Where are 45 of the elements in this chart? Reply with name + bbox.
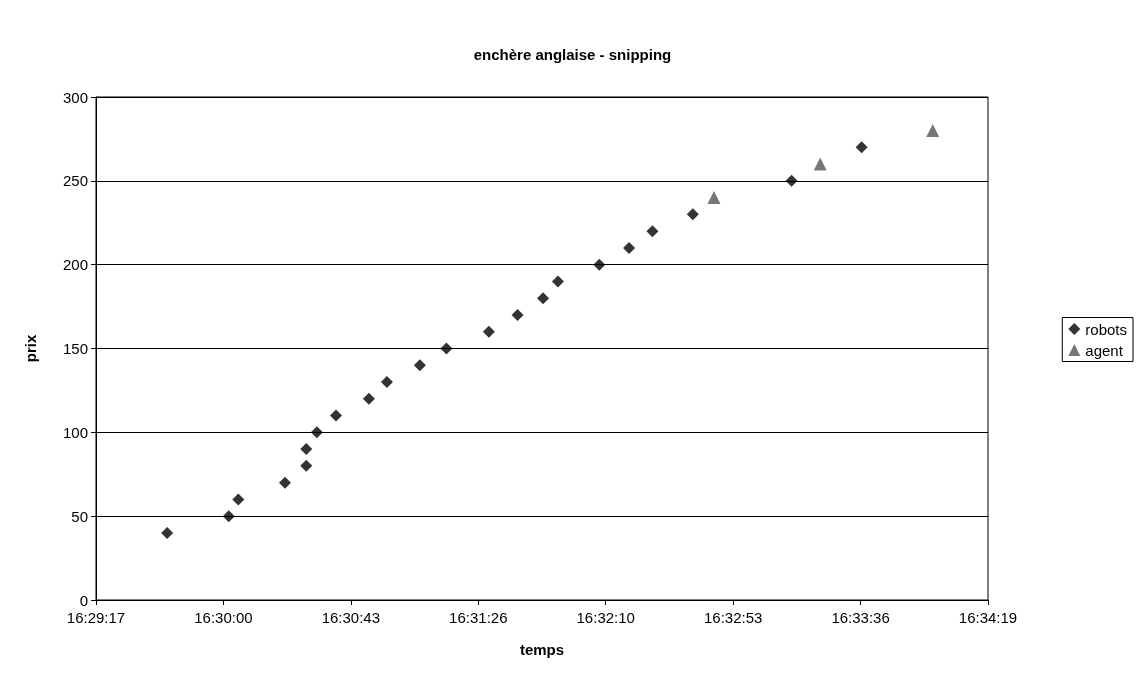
point bbox=[440, 342, 453, 355]
x-tick-label: 16:29:17 bbox=[66, 609, 126, 626]
point bbox=[537, 292, 550, 305]
point bbox=[623, 241, 636, 254]
y-tick-label: 250 bbox=[62, 172, 88, 190]
x-axis-title: temps bbox=[519, 641, 565, 658]
y-tick-label: 0 bbox=[79, 591, 88, 609]
point bbox=[310, 426, 323, 439]
x-tick-label: 16:34:19 bbox=[958, 609, 1018, 626]
point bbox=[646, 225, 659, 238]
point bbox=[300, 459, 313, 472]
point bbox=[551, 275, 564, 288]
point bbox=[362, 392, 375, 405]
point bbox=[482, 325, 495, 338]
x-tick-label: 16:32:10 bbox=[576, 609, 635, 626]
legend-label: robots bbox=[1085, 320, 1128, 338]
y-tick-label: 300 bbox=[62, 88, 88, 106]
legend-label: agent bbox=[1085, 341, 1124, 359]
point bbox=[413, 359, 426, 372]
x-tick-label: 16:31:26 bbox=[449, 609, 508, 626]
point bbox=[380, 376, 393, 389]
y-axis-title: prix bbox=[22, 334, 39, 363]
point bbox=[707, 191, 721, 205]
point bbox=[161, 526, 174, 539]
x-tick-label: 16:32:53 bbox=[703, 609, 763, 626]
point bbox=[279, 476, 292, 489]
x-tick-label: 16:30:43 bbox=[321, 609, 381, 626]
point bbox=[686, 208, 699, 221]
y-tick-label: 150 bbox=[62, 340, 88, 357]
y-tick-label: 200 bbox=[62, 256, 88, 274]
point bbox=[329, 409, 342, 422]
point bbox=[785, 174, 798, 187]
point bbox=[926, 124, 940, 138]
point bbox=[300, 443, 313, 456]
y-tick-label: 50 bbox=[71, 507, 88, 525]
point bbox=[222, 510, 235, 523]
x-tick-label: 16:33:36 bbox=[831, 609, 890, 626]
chart-title: enchère anglaise - snipping bbox=[473, 46, 672, 63]
point bbox=[813, 157, 827, 171]
point bbox=[855, 141, 868, 154]
point bbox=[232, 493, 245, 506]
y-tick-label: 100 bbox=[62, 423, 88, 441]
point bbox=[511, 308, 524, 321]
x-tick-label: 16:30:00 bbox=[194, 609, 253, 626]
point bbox=[593, 258, 606, 271]
